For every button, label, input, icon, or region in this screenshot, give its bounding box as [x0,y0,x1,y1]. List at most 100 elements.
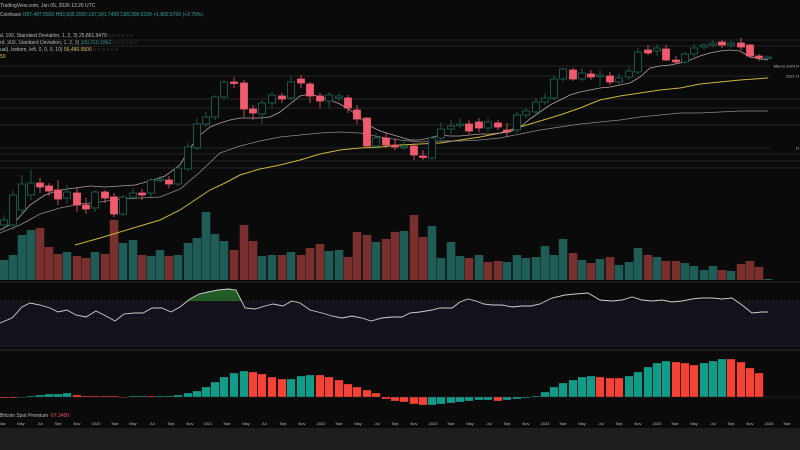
candle-body[interactable] [129,192,137,198]
candle-body[interactable] [746,44,754,57]
candle-body[interactable] [764,56,772,59]
candle-body[interactable] [325,94,333,102]
ma-mid-line[interactable] [0,110,768,234]
candle-body[interactable] [644,49,652,54]
candle-body[interactable] [230,81,238,84]
candle-body[interactable] [465,123,473,132]
candle-body[interactable] [63,191,71,199]
rsi-line[interactable] [0,288,768,324]
candle-body[interactable] [0,219,8,226]
candle-body[interactable] [316,95,324,102]
candle-body[interactable] [513,114,521,131]
candle-body[interactable] [653,47,661,52]
candle-body[interactable] [82,204,90,210]
pane-separator[interactable] [0,281,800,283]
candle-body[interactable] [147,179,155,194]
candle-body[interactable] [335,95,343,99]
candle-body[interactable] [391,144,399,148]
candle-body[interactable] [363,117,371,147]
candle-body[interactable] [202,116,210,125]
candle-body[interactable] [36,182,44,188]
volume-bar [35,228,45,280]
candle-body[interactable] [578,72,586,80]
candle-body[interactable] [596,74,604,77]
candle-body[interactable] [550,78,558,99]
candle-body[interactable] [91,191,99,209]
candle-body[interactable] [18,183,26,211]
candle-body[interactable] [503,129,511,132]
indicator-legend-2[interactable]: rd, 200, Standard Deviation, 1, 2, 3) 10… [0,40,137,46]
candle-body[interactable] [634,51,642,73]
indicator-legend-3[interactable]: ual), bottom, left, 0, 0, 0, 10) 56,480.… [0,47,118,53]
candle-body[interactable] [569,69,577,80]
candle-body[interactable] [700,44,708,48]
candle-body[interactable] [672,59,680,63]
ma-slow-line[interactable] [74,77,769,246]
candle-body[interactable] [456,123,464,126]
candle-body[interactable] [447,125,455,130]
candle-body[interactable] [174,167,182,185]
indicator-legend-1[interactable]: d, 100, Standard Deviation, 1, 2, 3) 25,… [0,33,133,39]
candle-body[interactable] [428,137,436,159]
candle-body[interactable] [268,94,276,104]
candle-body[interactable] [532,101,540,113]
candle-body[interactable] [240,82,248,110]
candle-body[interactable] [184,146,192,170]
candle-body[interactable] [165,179,173,185]
ma-fast-line[interactable] [0,49,769,231]
candle-body[interactable] [382,137,390,146]
candle-body[interactable] [27,182,35,196]
candle-body[interactable] [220,81,228,98]
indicator-settings-icons[interactable]: ◌ ◌ ◌ ◌ ◌ ◌ [108,33,133,39]
candle-body[interactable] [101,191,109,199]
candle-body[interactable] [727,42,735,46]
candle-body[interactable] [690,47,698,55]
candle-body[interactable] [306,83,314,97]
price-chart-canvas[interactable]: March 2024 H 2021 H H [0,0,800,420]
candle-body[interactable] [475,121,483,129]
indicator-legend-4[interactable]: 50 [0,54,6,60]
time-axis[interactable] [0,420,800,428]
candle-body[interactable] [522,110,530,116]
candle-body[interactable] [559,68,567,80]
candle-body[interactable] [45,185,53,192]
candle-body[interactable] [615,77,623,83]
indicator-settings-icons[interactable]: ◌ ◌ ◌ ◌ ◌ ◌ [93,47,118,53]
candle-body[interactable] [211,96,219,118]
candle-body[interactable] [587,73,595,78]
candle-body[interactable] [494,122,502,128]
candle-body[interactable] [344,97,352,109]
candle-body[interactable] [419,155,427,158]
candle-body[interactable] [249,108,257,114]
candle-body[interactable] [73,192,81,206]
candle-body[interactable] [400,145,408,148]
candle-body[interactable] [297,78,305,84]
candle-body[interactable] [353,109,361,120]
pane-separator[interactable] [0,349,800,351]
candle-body[interactable] [718,41,726,46]
candle-body[interactable] [9,194,17,226]
candle-body[interactable] [258,102,266,115]
candle-body[interactable] [410,145,418,156]
candle-body[interactable] [372,137,380,147]
candle-body[interactable] [755,55,763,59]
candle-body[interactable] [681,53,689,63]
candle-body[interactable] [156,178,164,181]
time-axis-label: Nov [746,421,754,426]
candle-body[interactable] [193,123,201,149]
candle-body[interactable] [110,196,118,215]
candle-body[interactable] [737,42,745,48]
candle-body[interactable] [138,192,146,196]
candle-body[interactable] [606,75,614,83]
candle-body[interactable] [541,97,549,103]
candle-body[interactable] [484,121,492,129]
candle-body[interactable] [119,196,127,215]
candle-body[interactable] [287,81,295,99]
candle-body[interactable] [662,48,670,61]
candle-body[interactable] [709,42,717,46]
candle-body[interactable] [437,128,445,139]
candle-body[interactable] [54,189,62,200]
candle-body[interactable] [625,70,633,78]
candle-body[interactable] [278,95,286,100]
indicator-settings-icons[interactable]: ◌ ◌ ◌ ◌ ◌ ◌ [112,40,138,46]
